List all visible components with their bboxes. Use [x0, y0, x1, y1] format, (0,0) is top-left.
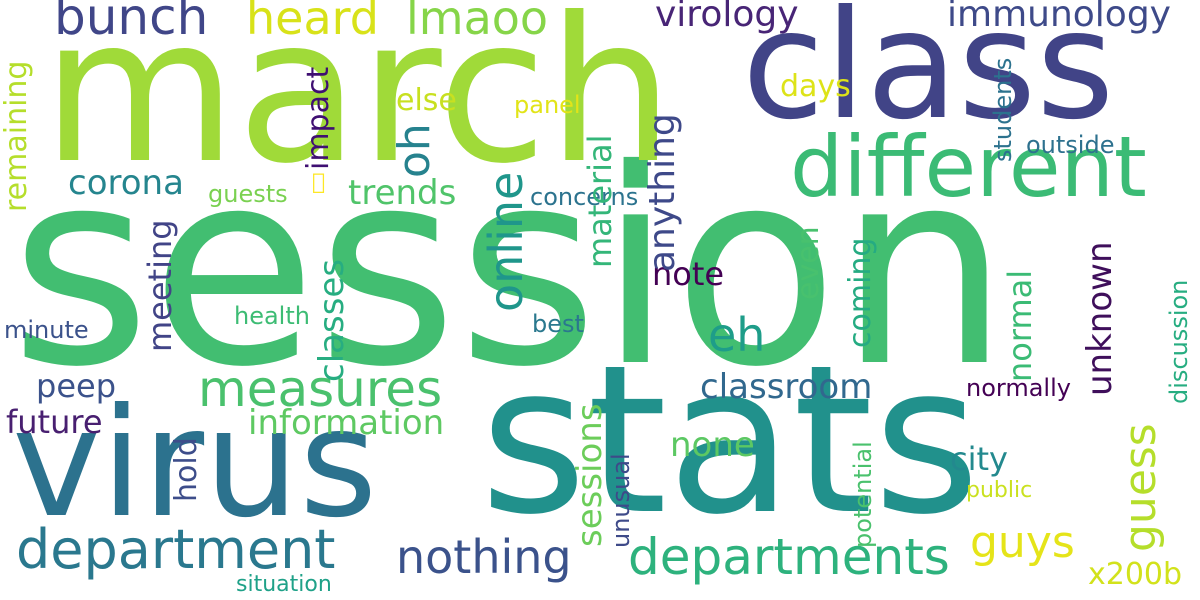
word-department: department: [16, 517, 336, 581]
word-x200b: x200b: [1088, 557, 1183, 593]
word-unusual: unusual: [607, 453, 636, 548]
word-potential: potential: [849, 441, 878, 548]
word-public: public: [966, 477, 1033, 503]
word-session: session: [10, 110, 1010, 426]
word-note: note: [652, 255, 725, 294]
word-coming: coming: [843, 237, 878, 348]
word-heard: heard: [246, 0, 379, 46]
word-outside: outside: [1026, 130, 1115, 159]
word-none: none: [670, 425, 755, 466]
word-march: march: [42, 0, 674, 208]
word-best: best: [532, 309, 584, 338]
word-else: else: [396, 83, 457, 119]
word-guys: guys: [970, 517, 1075, 569]
word-minute: minute: [4, 315, 89, 344]
word-students: students: [989, 57, 1018, 162]
word-normal: normal: [1000, 269, 1039, 382]
word-impact: impact: [301, 66, 336, 170]
word-classroom: classroom: [700, 367, 873, 408]
word-guests: guests: [208, 179, 288, 208]
word-departments: departments: [628, 527, 950, 586]
word-hold: hold: [169, 437, 204, 502]
word-classes: classes: [312, 258, 353, 382]
word-discussion: discussion: [1165, 279, 1194, 404]
word-eh: eh: [708, 308, 766, 363]
word-online: online: [478, 171, 533, 312]
word-panel: panel: [514, 90, 581, 119]
word-oh: oh: [389, 123, 441, 178]
word-material: material: [580, 134, 619, 268]
word-measures: measures: [198, 359, 443, 418]
word-nothing: nothing: [396, 530, 572, 585]
word-unknown: unknown: [1080, 241, 1121, 397]
word-even: even: [791, 226, 826, 300]
word-sym: 􏿾: [312, 169, 326, 195]
word-different: different: [790, 117, 1147, 216]
word-remaining: remaining: [0, 60, 34, 212]
word-stats: stats: [480, 322, 980, 561]
word-immunology: immunology: [947, 0, 1171, 35]
word-virus: virus: [12, 376, 378, 551]
word-lmaoo: lmaoo: [406, 0, 549, 46]
word-health: health: [234, 301, 310, 330]
word-situation: situation: [236, 571, 332, 597]
word-guess: guess: [1115, 423, 1167, 552]
word-information: information: [248, 403, 445, 444]
word-meeting: meeting: [140, 219, 179, 352]
word-sessions: sessions: [570, 403, 611, 547]
word-trends: trends: [348, 173, 457, 214]
word-peep: peep: [36, 367, 116, 406]
word-class: class: [742, 0, 1115, 153]
word-virology: virology: [655, 0, 799, 35]
word-bunch: bunch: [54, 0, 209, 46]
word-corona: corona: [68, 163, 184, 204]
word-future: future: [6, 403, 103, 442]
word-normally: normally: [966, 373, 1071, 402]
word-concerns: concerns: [530, 182, 639, 211]
word-anything: anything: [641, 113, 683, 272]
word-days: days: [780, 69, 851, 105]
word-city: city: [950, 440, 1008, 479]
